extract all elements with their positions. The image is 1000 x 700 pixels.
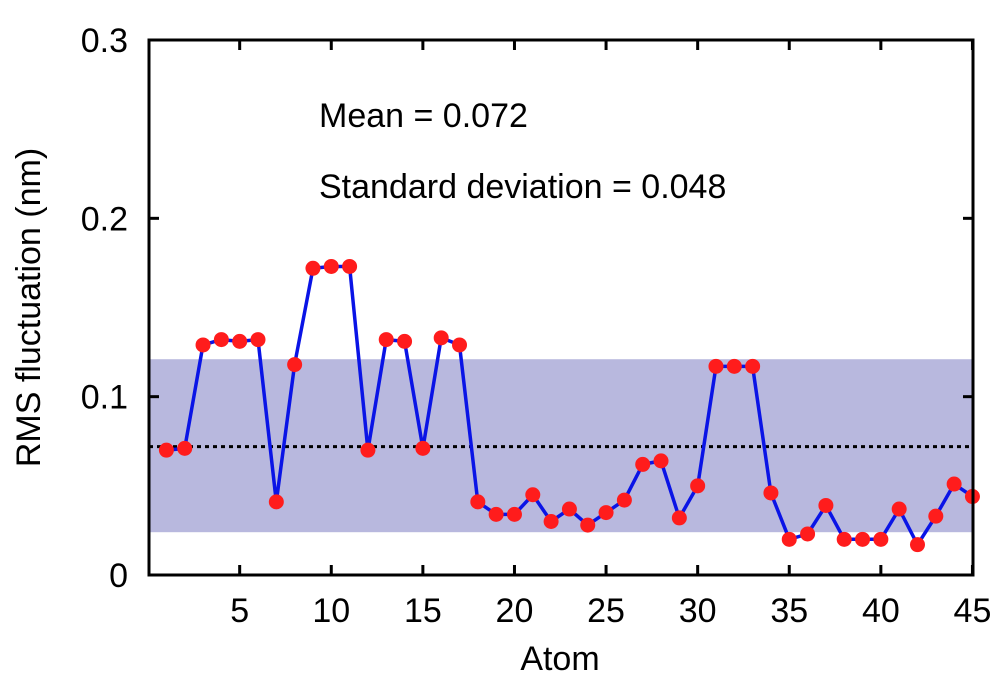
data-point-5 [232,333,248,349]
data-point-17 [452,337,468,353]
x-tick-label-40: 40 [862,592,900,630]
data-point-7 [268,494,284,510]
data-point-37 [818,497,834,513]
data-point-12 [360,442,376,458]
plot-frame [147,38,975,577]
data-point-44 [946,476,962,492]
data-point-11 [342,258,358,274]
x-tick-label-20: 20 [496,592,534,630]
y-axis-title: RMS fluctuation (nm) [10,148,48,467]
data-point-8 [287,357,303,373]
data-point-38 [836,531,852,547]
data-point-22 [543,514,559,529]
data-point-33 [745,358,761,374]
data-point-15 [415,440,431,456]
x-tick-label-5: 5 [230,592,249,630]
data-point-36 [800,526,816,542]
std-deviation-annotation: Standard deviation = 0.048 [319,168,726,206]
mean-annotation: Mean = 0.072 [319,97,528,135]
data-point-3 [195,337,211,353]
data-point-27 [635,456,651,472]
data-point-42 [909,537,925,553]
data-point-6 [250,332,266,348]
x-axis-title: Atom [520,640,599,678]
data-point-25 [598,505,614,521]
y-tick-label-2: 0.2 [81,200,128,238]
data-point-1 [158,442,174,458]
y-tick-label-1: 0.1 [81,379,128,417]
x-tick-label-30: 30 [679,592,717,630]
x-tick-label-35: 35 [770,592,808,630]
data-point-39 [855,531,871,547]
tick-labels-layer: 5 10 15 20 25 30 35 40 45 0 0.1 0.2 0.3 [81,22,992,630]
x-tick-label-45: 45 [954,592,992,630]
data-point-29 [671,510,687,526]
data-point-35 [781,531,797,547]
x-tick-label-15: 15 [404,592,442,630]
data-point-9 [305,260,321,276]
data-point-2 [177,440,193,456]
data-point-16 [433,330,449,346]
data-point-40 [873,531,889,547]
data-point-26 [616,492,632,508]
data-point-31 [708,358,724,374]
data-point-32 [726,358,742,374]
data-point-21 [525,487,541,503]
data-point-10 [323,258,339,274]
data-point-4 [213,332,229,348]
y-tick-label-3: 0.3 [81,22,128,60]
data-point-13 [378,332,394,348]
data-point-14 [397,333,413,349]
data-point-20 [506,506,522,522]
series-markers-layer [158,258,980,553]
data-point-18 [470,494,486,510]
data-point-24 [580,517,596,533]
axis-ticks-layer [149,38,974,577]
data-point-30 [690,478,706,494]
data-point-28 [653,453,669,469]
x-tick-label-25: 25 [587,592,625,630]
y-tick-label-0: 0 [109,557,128,595]
data-point-43 [928,508,944,524]
data-point-23 [561,501,577,517]
data-point-41 [891,501,907,517]
data-point-34 [763,485,779,501]
x-tick-label-10: 10 [312,592,350,630]
data-point-19 [488,506,504,522]
